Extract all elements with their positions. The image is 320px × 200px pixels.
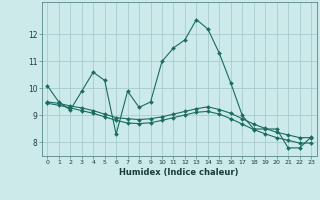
X-axis label: Humidex (Indice chaleur): Humidex (Indice chaleur) — [119, 168, 239, 177]
